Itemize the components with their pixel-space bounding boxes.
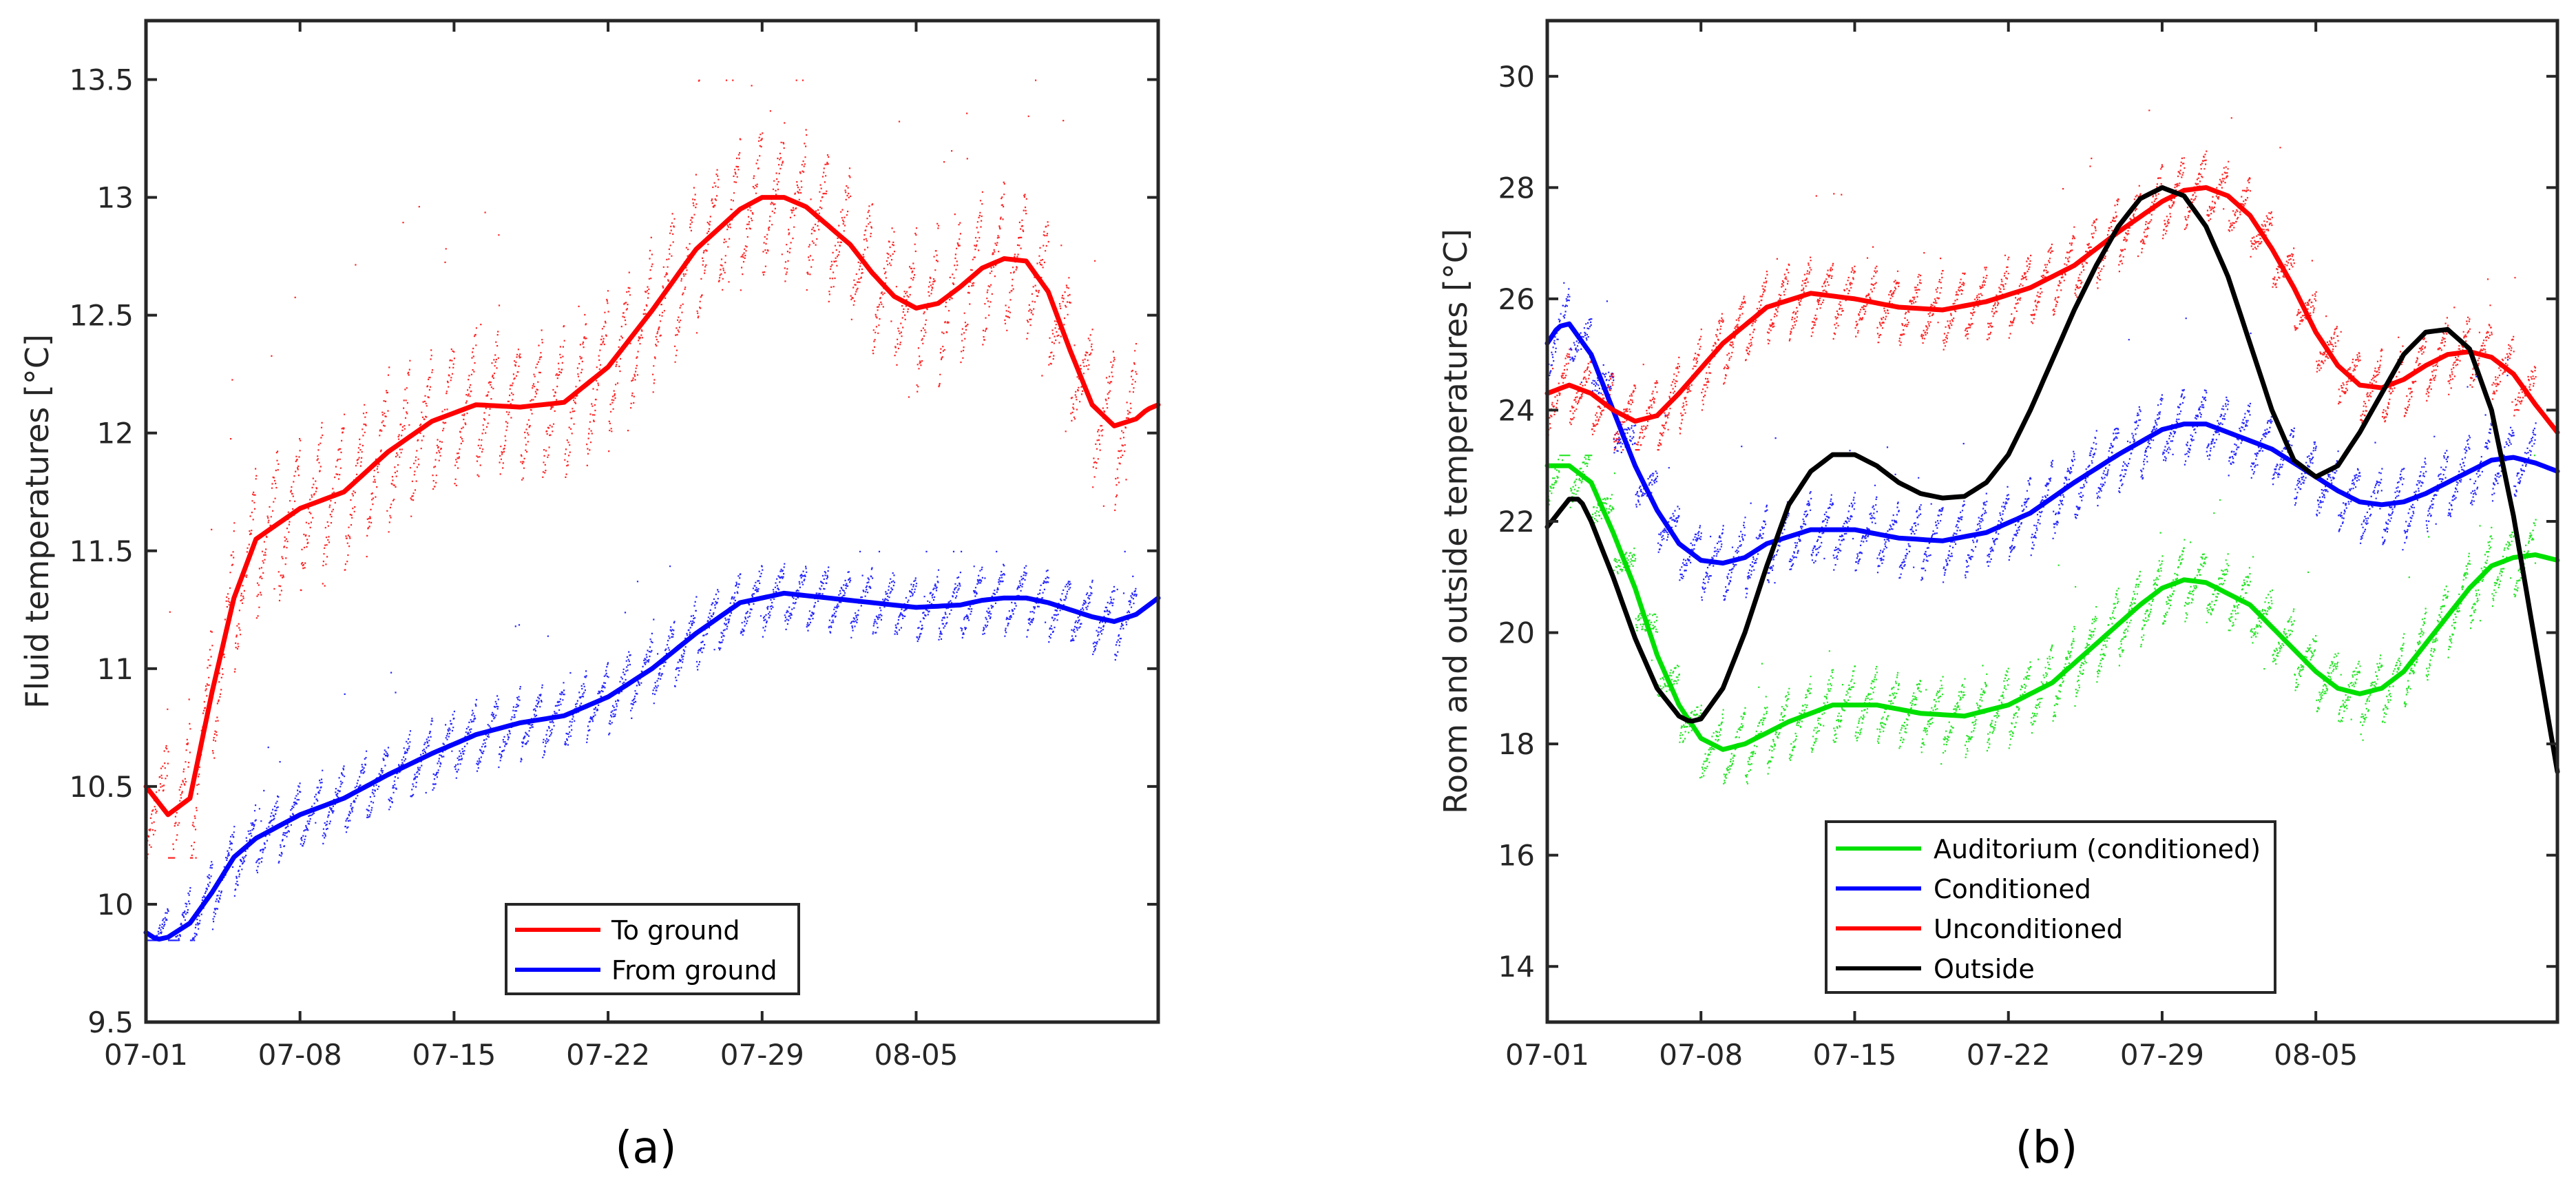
panel-b-line-series-3 bbox=[1544, 185, 2560, 774]
panel-a-y-axis-label: Fluid temperatures [°C] bbox=[19, 334, 56, 709]
panel-b-x-tick-label: 07-22 bbox=[1967, 1038, 2051, 1072]
panel-a-y-tick-label: 13.5 bbox=[69, 63, 134, 97]
panel-b-x-tick-label: 08-05 bbox=[2274, 1038, 2358, 1072]
panel-a-x-tick-label: 07-01 bbox=[104, 1038, 188, 1072]
panel-b-y-tick-label: 28 bbox=[1498, 171, 1535, 205]
panel-b-y-tick-label: 30 bbox=[1498, 60, 1535, 94]
panel-b-y-tick-label: 16 bbox=[1498, 839, 1535, 873]
panel-b-y-tick-label: 14 bbox=[1498, 950, 1535, 984]
panel-a-axes-box bbox=[144, 19, 1160, 1024]
panel-b-legend-label-conditioned: Conditioned bbox=[1934, 874, 2091, 904]
panel-b-y-axis-label: Room and outside temperatures [°C] bbox=[1437, 229, 1474, 814]
panel-a-y-tick-label: 12.5 bbox=[69, 299, 134, 333]
panel-b-y-tick-label: 26 bbox=[1498, 282, 1535, 316]
panel-a-x-tick-label: 07-08 bbox=[258, 1038, 342, 1072]
panel-a-plot-area bbox=[146, 21, 1158, 1022]
panel-b-x-tick-label: 07-08 bbox=[1659, 1038, 1743, 1072]
panel-a-x-tick-label: 08-05 bbox=[874, 1038, 958, 1072]
panel-b-ticks-layer: 14 16 18 20 22 24 26 28 30 07-01 07-08 07-15 07-22 07… bbox=[1498, 21, 2557, 1072]
panel-a-lines-layer bbox=[143, 195, 1161, 942]
panel-a-line-series-0 bbox=[143, 195, 1161, 818]
panel-b-lines-layer bbox=[1544, 185, 2560, 774]
panel-a-legend-box bbox=[505, 903, 800, 995]
panel-b-legend-label-outside: Outside bbox=[1934, 954, 2035, 984]
panel-a-y-tick-label: 10 bbox=[97, 888, 134, 922]
panel-a-ticks-layer: 9.5 10 10.5 11 11.5 12 12.5 13 13.5 07-01 07-08 07-… bbox=[69, 21, 1158, 1072]
panel-b-line-series-0 bbox=[1544, 463, 2560, 752]
panel-b-chart: 14 16 18 20 22 24 26 28 30 07-01 07-08 07-15 07-22 07… bbox=[1437, 19, 2560, 1174]
panel-b-legend-label-unconditioned: Unconditioned bbox=[1934, 914, 2123, 944]
panel-b-line-series-1 bbox=[1544, 321, 2560, 566]
panel-b-x-tick-label: 07-15 bbox=[1812, 1038, 1896, 1072]
panel-b-caption: (b) bbox=[2015, 1123, 2078, 1174]
panel-a-x-tick-label: 07-15 bbox=[412, 1038, 496, 1072]
panel-a-y-tick-label: 13 bbox=[97, 181, 134, 215]
panel-a-legend-label-to-ground: To ground bbox=[611, 915, 740, 946]
panel-a-line-series-1 bbox=[143, 590, 1161, 942]
panel-a-chart: 9.5 10 10.5 11 11.5 12 12.5 13 13.5 07-01 07-08 07-… bbox=[19, 19, 1161, 1174]
panel-a-y-tick-label: 10.5 bbox=[69, 770, 134, 804]
panel-a-legend: To ground From ground bbox=[505, 903, 800, 995]
panel-b-x-tick-label: 07-01 bbox=[1505, 1038, 1589, 1072]
panel-b-y-tick-label: 20 bbox=[1498, 616, 1535, 650]
panel-b-y-tick-label: 24 bbox=[1498, 393, 1535, 427]
panel-b-y-tick-label: 18 bbox=[1498, 727, 1535, 761]
panel-a-legend-label-from-ground: From ground bbox=[611, 955, 777, 986]
panel-a-y-tick-label: 12 bbox=[97, 417, 134, 450]
panel-a-x-tick-label: 07-22 bbox=[566, 1038, 650, 1072]
panel-a-caption: (a) bbox=[615, 1123, 676, 1174]
panel-a-y-tick-label: 11.5 bbox=[69, 534, 134, 568]
panel-a-y-tick-label: 11 bbox=[97, 652, 134, 686]
panel-a-x-tick-label: 07-29 bbox=[720, 1038, 804, 1072]
panel-b-x-tick-label: 07-29 bbox=[2120, 1038, 2204, 1072]
panel-a-y-tick-label: 9.5 bbox=[87, 1006, 134, 1039]
panel-b-y-tick-label: 22 bbox=[1498, 505, 1535, 539]
panel-b-legend: Auditorium (conditioned) Conditioned Unc… bbox=[1825, 820, 2276, 994]
panel-b-legend-label-auditorium: Auditorium (conditioned) bbox=[1934, 834, 2261, 864]
